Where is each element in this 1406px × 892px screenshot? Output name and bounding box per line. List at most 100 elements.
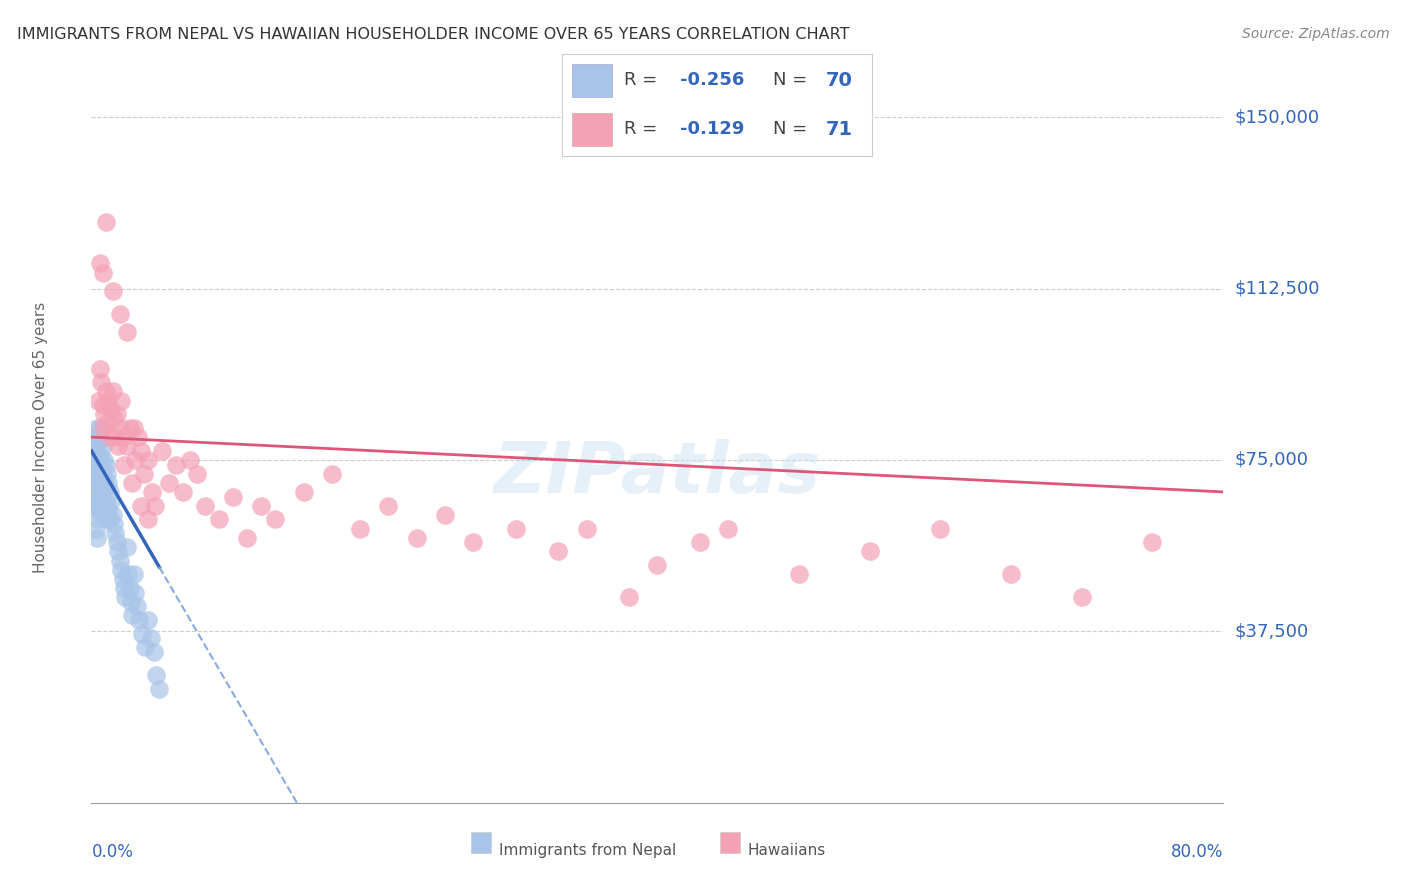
Point bbox=[1000, 567, 1022, 582]
Text: N =: N = bbox=[773, 71, 813, 89]
Point bbox=[105, 535, 128, 549]
Text: Householder Income Over 65 years: Householder Income Over 65 years bbox=[32, 301, 48, 573]
Point bbox=[93, 453, 115, 467]
Point bbox=[111, 572, 134, 586]
Point bbox=[136, 453, 159, 467]
Text: N =: N = bbox=[773, 120, 813, 138]
Point bbox=[82, 467, 104, 481]
Point bbox=[115, 439, 138, 453]
Point bbox=[236, 531, 259, 545]
Point bbox=[129, 443, 152, 458]
Text: 80.0%: 80.0% bbox=[1171, 843, 1223, 861]
Point bbox=[90, 453, 112, 467]
Point bbox=[91, 467, 114, 481]
Point bbox=[86, 448, 108, 462]
Text: ZIPatlas: ZIPatlas bbox=[494, 439, 821, 508]
Point bbox=[157, 475, 180, 490]
Point bbox=[505, 521, 527, 535]
Point bbox=[90, 430, 112, 444]
Point bbox=[117, 567, 139, 582]
Point bbox=[434, 508, 457, 522]
Point bbox=[93, 503, 115, 517]
Point bbox=[98, 512, 121, 526]
Point bbox=[112, 458, 135, 472]
Text: R =: R = bbox=[624, 120, 664, 138]
Point bbox=[90, 508, 112, 522]
Point bbox=[87, 434, 110, 449]
Point bbox=[575, 521, 598, 535]
Bar bbox=[572, 113, 612, 145]
Point bbox=[124, 585, 146, 599]
Point bbox=[94, 480, 117, 494]
Point bbox=[84, 439, 107, 453]
Point bbox=[108, 553, 131, 567]
Point bbox=[150, 443, 173, 458]
Text: Immigrants from Nepal: Immigrants from Nepal bbox=[499, 843, 676, 858]
Point bbox=[89, 256, 111, 270]
Point bbox=[717, 521, 740, 535]
Point bbox=[193, 499, 217, 513]
Point bbox=[129, 499, 152, 513]
Point bbox=[121, 475, 143, 490]
Point bbox=[97, 393, 120, 408]
Point bbox=[100, 494, 122, 508]
Point bbox=[93, 475, 115, 490]
Point bbox=[112, 581, 135, 595]
Text: Hawaiians: Hawaiians bbox=[748, 843, 827, 858]
Point bbox=[86, 421, 108, 435]
Point bbox=[141, 484, 163, 499]
Point bbox=[858, 544, 880, 558]
Point bbox=[94, 458, 117, 472]
Point bbox=[97, 475, 120, 490]
Point bbox=[94, 215, 117, 229]
Point bbox=[101, 284, 124, 298]
Point bbox=[1070, 590, 1092, 604]
Point bbox=[321, 467, 343, 481]
Point bbox=[148, 681, 170, 696]
Point bbox=[617, 590, 640, 604]
Point bbox=[104, 430, 127, 444]
Point bbox=[83, 499, 105, 513]
Text: Source: ZipAtlas.com: Source: ZipAtlas.com bbox=[1241, 27, 1389, 41]
Point bbox=[103, 516, 125, 531]
Point bbox=[142, 645, 165, 659]
Point bbox=[120, 594, 142, 608]
Point bbox=[547, 544, 569, 558]
Point bbox=[89, 361, 111, 376]
Point bbox=[94, 512, 117, 526]
Point bbox=[91, 494, 114, 508]
Point bbox=[929, 521, 952, 535]
Point bbox=[101, 384, 124, 399]
Text: 70: 70 bbox=[825, 70, 852, 90]
Point bbox=[91, 421, 114, 435]
Point bbox=[101, 508, 124, 522]
Point bbox=[122, 421, 145, 435]
Text: $112,500: $112,500 bbox=[1234, 279, 1320, 298]
Text: $150,000: $150,000 bbox=[1234, 108, 1319, 126]
Point bbox=[97, 503, 120, 517]
Point bbox=[98, 430, 121, 444]
Point bbox=[108, 307, 131, 321]
Point bbox=[87, 458, 110, 472]
Point bbox=[645, 558, 668, 573]
Point bbox=[186, 467, 208, 481]
Text: -0.256: -0.256 bbox=[681, 71, 744, 89]
Text: $75,000: $75,000 bbox=[1234, 451, 1309, 469]
Point bbox=[96, 467, 118, 481]
Point bbox=[172, 484, 194, 499]
Point bbox=[124, 453, 146, 467]
Point bbox=[115, 325, 138, 339]
Point bbox=[96, 417, 118, 431]
Point bbox=[689, 535, 711, 549]
Point bbox=[91, 439, 114, 453]
Point bbox=[115, 540, 138, 554]
Bar bbox=[720, 832, 740, 853]
Point bbox=[87, 484, 110, 499]
Point bbox=[93, 407, 115, 421]
Text: 71: 71 bbox=[825, 120, 852, 139]
Point bbox=[405, 531, 427, 545]
Point bbox=[136, 613, 159, 627]
Text: $37,500: $37,500 bbox=[1234, 623, 1309, 640]
Point bbox=[105, 407, 128, 421]
Point bbox=[136, 512, 159, 526]
